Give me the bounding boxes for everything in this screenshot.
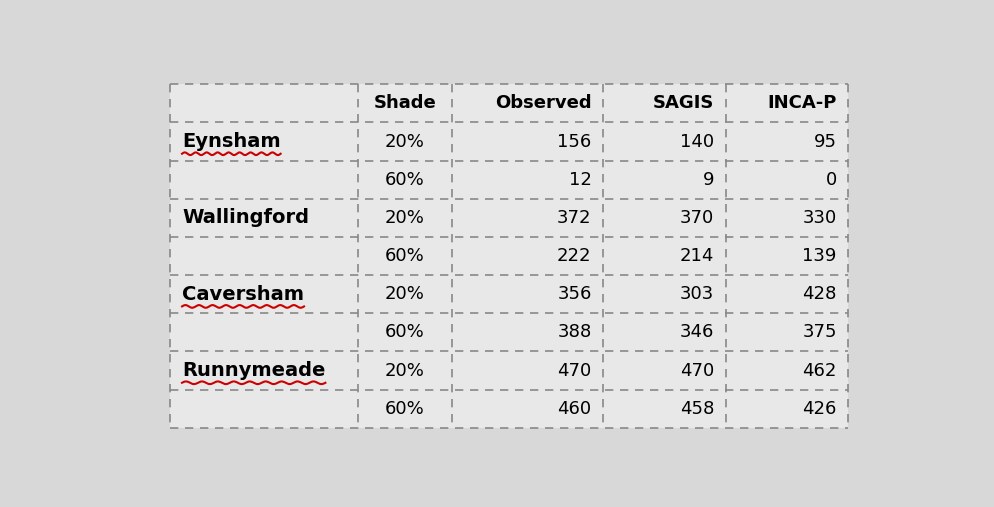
FancyBboxPatch shape [171,84,849,428]
Text: 375: 375 [802,323,837,341]
Text: 60%: 60% [385,247,424,265]
Text: Wallingford: Wallingford [182,208,309,227]
Text: 9: 9 [703,171,715,189]
Text: 356: 356 [558,285,591,303]
Text: 388: 388 [558,323,591,341]
Text: INCA-P: INCA-P [767,94,837,113]
Text: 303: 303 [680,285,715,303]
Text: 460: 460 [558,400,591,418]
Text: 346: 346 [680,323,715,341]
Text: Shade: Shade [374,94,436,113]
Text: 470: 470 [558,361,591,380]
Text: 60%: 60% [385,400,424,418]
Text: 95: 95 [814,132,837,151]
Text: 60%: 60% [385,171,424,189]
Text: 20%: 20% [385,209,424,227]
Text: 20%: 20% [385,361,424,380]
Text: 330: 330 [802,209,837,227]
Text: 20%: 20% [385,285,424,303]
Text: Eynsham: Eynsham [182,132,280,151]
Text: 458: 458 [680,400,715,418]
Text: 20%: 20% [385,132,424,151]
Text: 470: 470 [680,361,715,380]
Text: 372: 372 [557,209,591,227]
Text: 428: 428 [802,285,837,303]
Text: 156: 156 [558,132,591,151]
Text: 12: 12 [569,171,591,189]
Text: 222: 222 [557,247,591,265]
Text: 139: 139 [802,247,837,265]
Text: 140: 140 [680,132,715,151]
Text: 370: 370 [680,209,715,227]
Text: 462: 462 [802,361,837,380]
Text: 60%: 60% [385,323,424,341]
Text: Observed: Observed [495,94,591,113]
Text: Caversham: Caversham [182,285,304,304]
Text: 426: 426 [802,400,837,418]
Text: Runnymeade: Runnymeade [182,361,325,380]
Text: 214: 214 [680,247,715,265]
Text: SAGIS: SAGIS [653,94,715,113]
Text: 0: 0 [826,171,837,189]
